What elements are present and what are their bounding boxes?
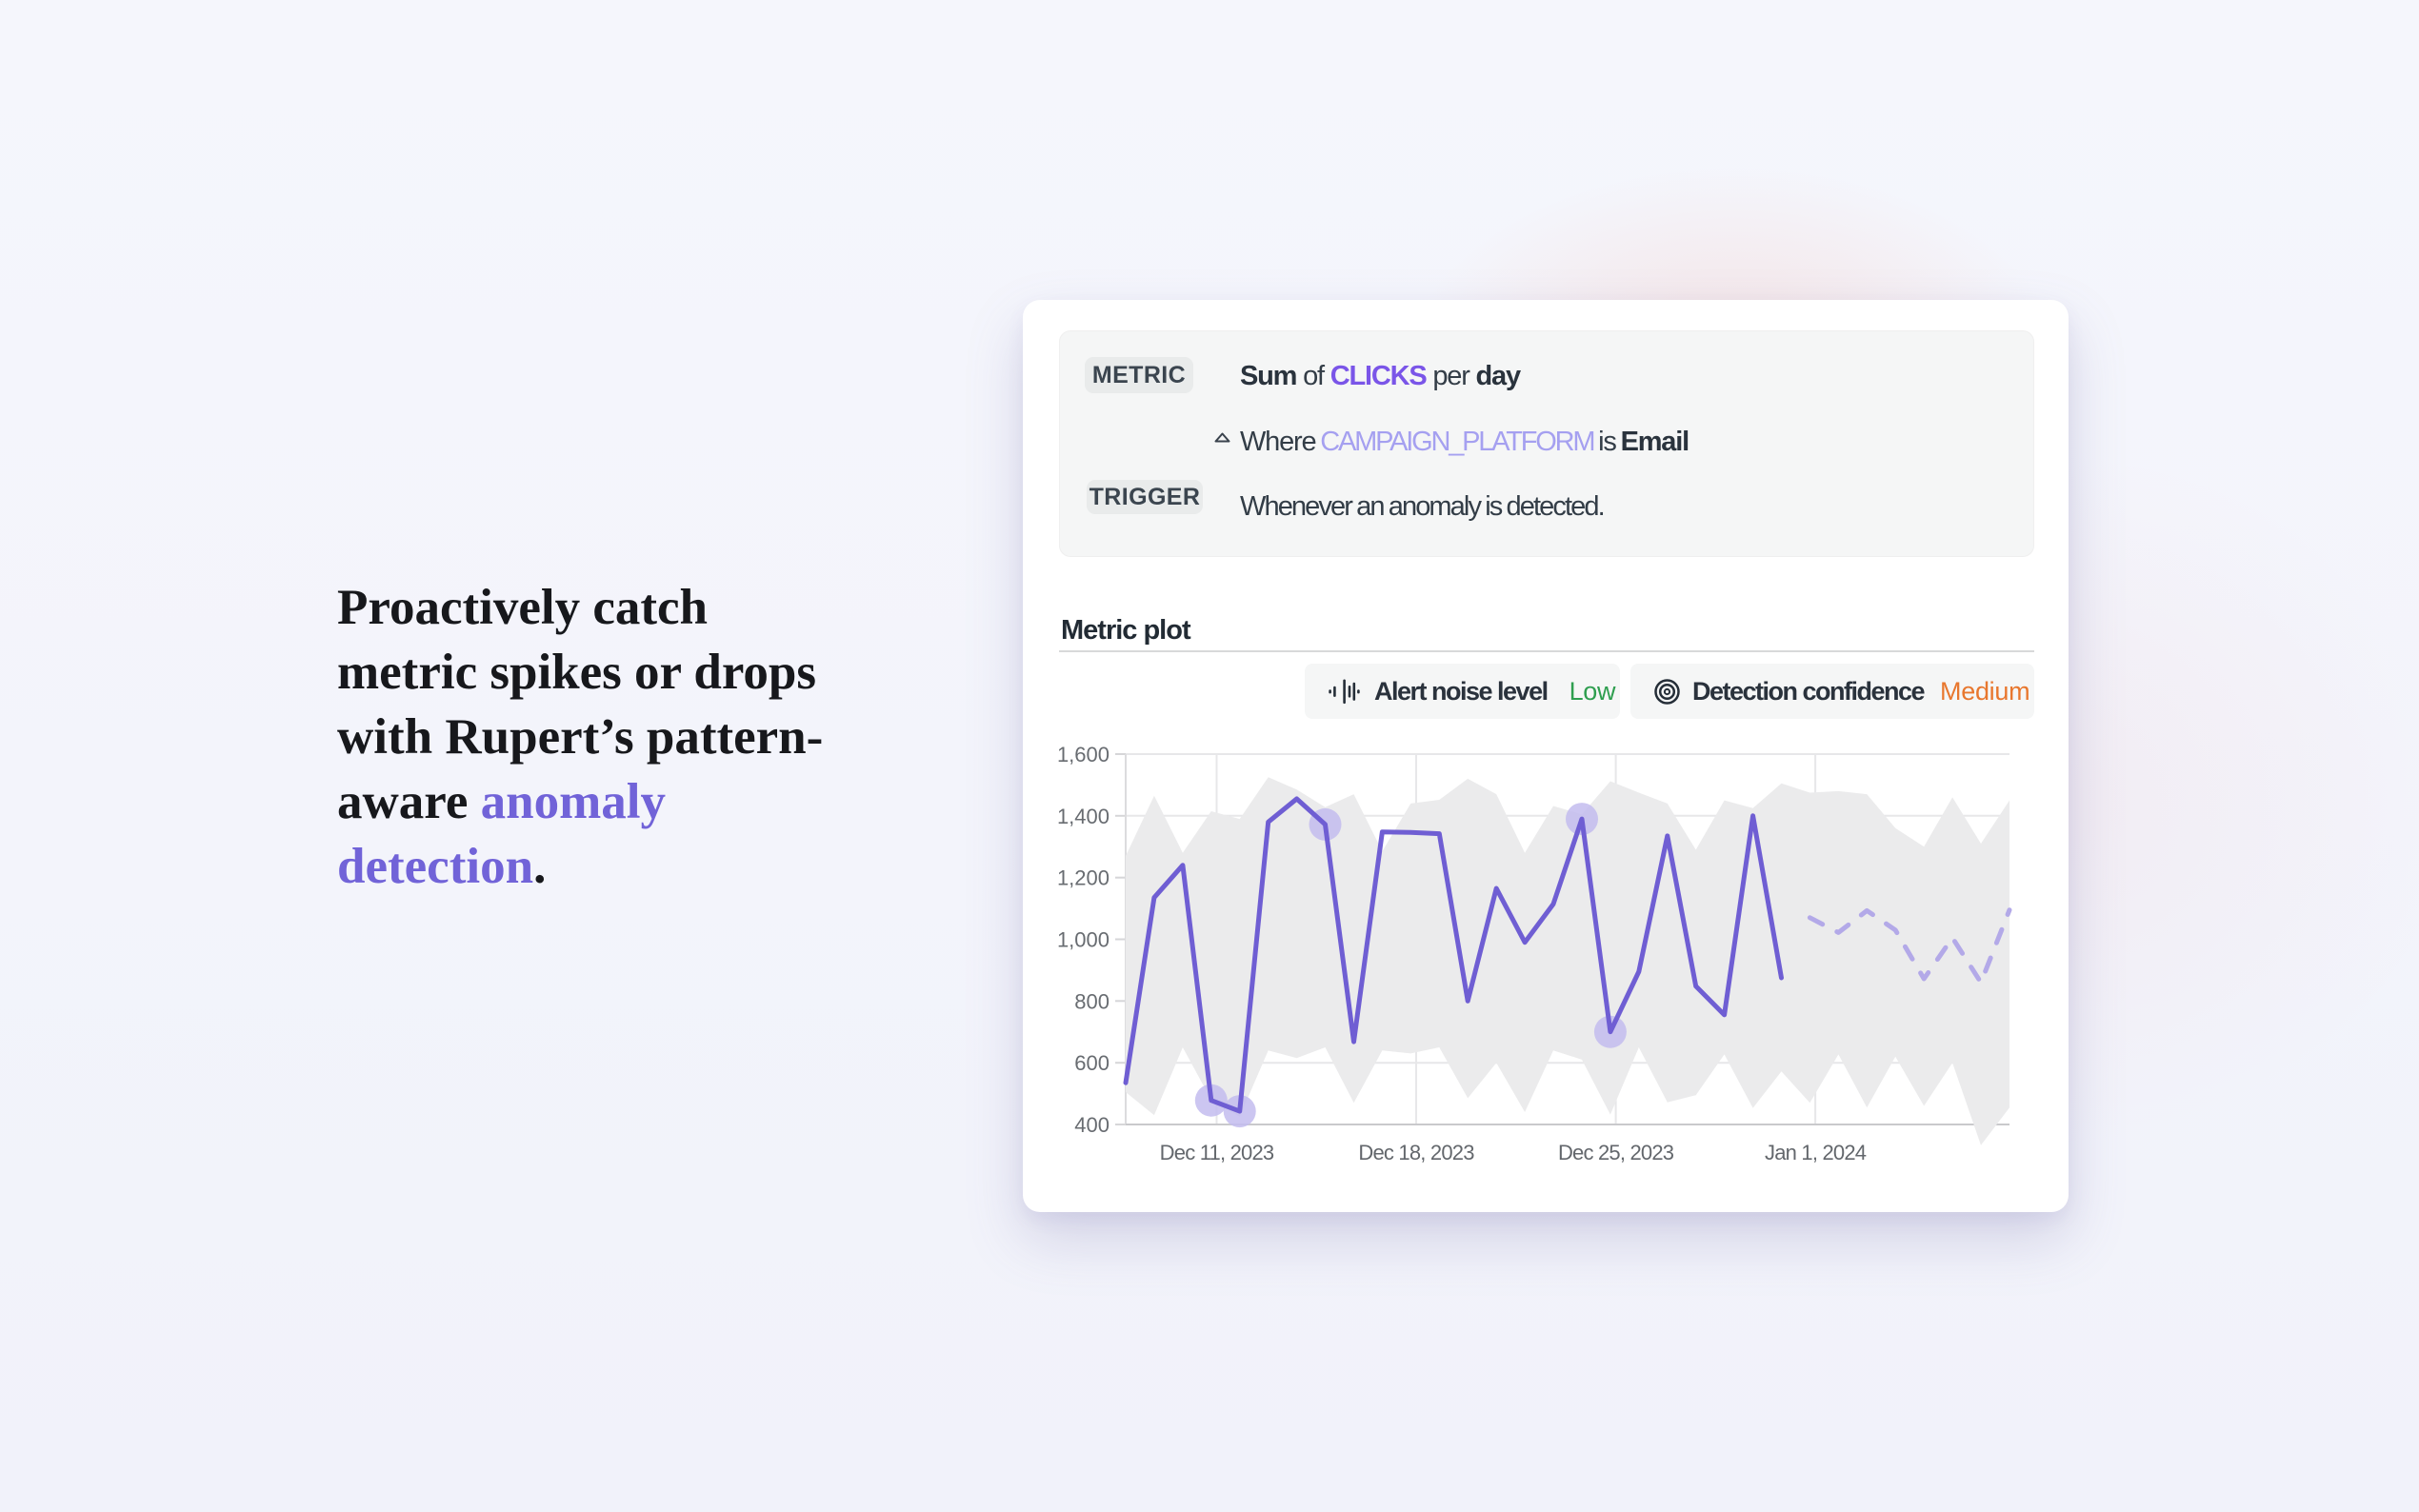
svg-text:Jan 1, 2024: Jan 1, 2024 [1765, 1141, 1867, 1164]
svg-text:1,600: 1,600 [1057, 743, 1110, 766]
svg-text:Dec 18, 2023: Dec 18, 2023 [1358, 1141, 1474, 1164]
svg-text:1,000: 1,000 [1057, 928, 1110, 952]
svg-text:Dec 11, 2023: Dec 11, 2023 [1160, 1141, 1274, 1164]
svg-text:800: 800 [1074, 989, 1110, 1013]
svg-text:1,200: 1,200 [1057, 866, 1110, 890]
svg-text:1,400: 1,400 [1057, 805, 1110, 828]
svg-text:400: 400 [1074, 1113, 1110, 1137]
svg-text:Dec 25, 2023: Dec 25, 2023 [1558, 1141, 1674, 1164]
svg-text:600: 600 [1074, 1051, 1110, 1075]
